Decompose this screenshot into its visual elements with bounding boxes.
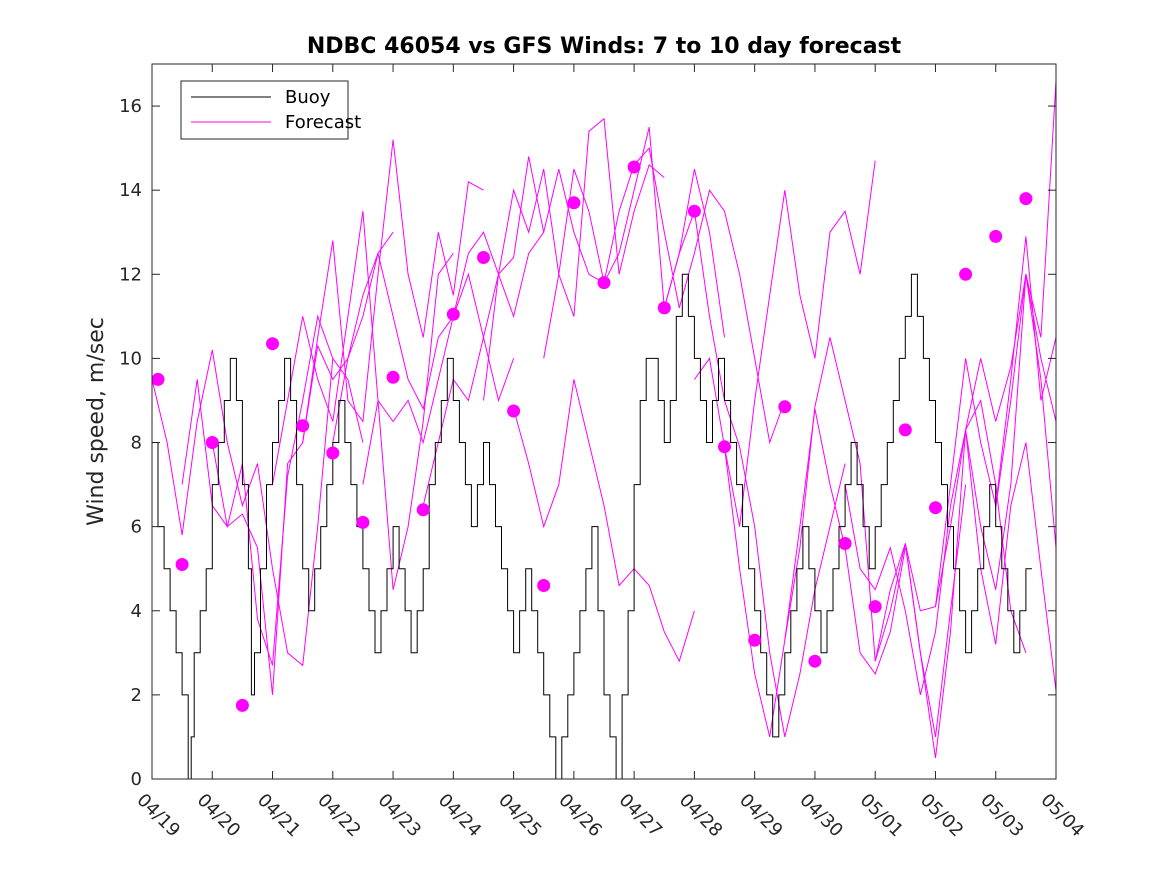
forecast-point (597, 276, 611, 290)
forecast-point (235, 698, 249, 712)
forecast-point (838, 537, 852, 550)
forecast-line-16 (844, 398, 1027, 696)
forecast-point (416, 503, 430, 517)
x-tick-label: 05/04 (1036, 790, 1088, 842)
forecast-point (1019, 192, 1033, 206)
forecast-line-3 (272, 211, 454, 590)
x-tick-label: 04/21 (253, 790, 305, 842)
forecast-point (959, 267, 973, 281)
y-tick-label: 2 (131, 685, 142, 706)
forecast-line-9 (513, 379, 695, 663)
y-tick-label: 10 (119, 348, 142, 369)
forecast-point (929, 501, 942, 515)
forecast-line-10 (543, 126, 725, 359)
forecast-point (718, 440, 731, 454)
forecast-point (567, 196, 581, 210)
legend-label: Buoy (285, 87, 331, 108)
y-axis-label: Wind speed, m/sec (84, 317, 109, 526)
legend: Buoy Forecast (180, 80, 361, 140)
forecast-point (808, 654, 822, 668)
forecast-point (205, 436, 219, 449)
x-tick-label: 04/27 (615, 790, 667, 842)
y-tick-label: 0 (131, 769, 142, 790)
x-tick-label: 05/03 (976, 790, 1028, 842)
x-tick-label: 04/25 (494, 790, 546, 842)
x-tick-label: 04/20 (193, 790, 245, 842)
forecast-point (778, 400, 792, 414)
x-tick-label: 04/22 (313, 790, 365, 842)
forecast-point (748, 633, 762, 647)
y-tick-label: 8 (131, 433, 142, 454)
forecast-line-8 (483, 117, 665, 401)
forecast-line-5 (332, 251, 515, 443)
x-tick-label: 05/02 (916, 790, 968, 842)
x-tick-label: 04/30 (795, 790, 847, 842)
forecast-point (477, 251, 490, 264)
forecast-line-2 (211, 231, 394, 695)
forecast-point (627, 160, 641, 174)
forecast-point (868, 600, 882, 614)
x-tick-label: 04/24 (434, 790, 486, 842)
forecast-line-18 (904, 274, 1057, 759)
forecast-line-1 (181, 314, 364, 666)
y-tick-label: 14 (119, 180, 142, 201)
forecast-point (898, 423, 912, 437)
buoy-line (152, 273, 1032, 780)
forecast-line-4 (302, 139, 484, 443)
x-tick-label: 04/26 (554, 790, 606, 842)
axes-box (151, 63, 1057, 780)
forecast-point (687, 204, 701, 218)
forecast-point (507, 404, 521, 418)
forecast-line-20 (965, 429, 1057, 691)
forecast-point (266, 337, 279, 351)
legend-label: Forecast (285, 112, 361, 133)
x-tick-label: 04/28 (675, 790, 727, 842)
x-tick-label: 04/23 (374, 790, 426, 842)
chart-title: NDBC 46054 vs GFS Winds: 7 to 10 day for… (307, 34, 902, 59)
forecast-point (386, 370, 400, 384)
forecast-line-13 (693, 160, 876, 527)
forecast-line-17 (874, 80, 1057, 662)
forecast-point (537, 579, 551, 592)
forecast-point (989, 229, 1003, 243)
x-tick-label: 05/01 (856, 790, 908, 842)
forecast-point (151, 372, 165, 386)
y-tick-label: 4 (131, 601, 142, 622)
forecast-point (296, 419, 310, 433)
legend-box (180, 80, 349, 140)
x-tick-label: 04/19 (132, 790, 184, 842)
plot-area (151, 80, 1057, 780)
y-tick-label: 6 (131, 517, 142, 538)
forecast-point (175, 558, 189, 571)
y-tick-label: 12 (119, 264, 142, 285)
forecast-line-21 (995, 274, 1057, 548)
x-tick-label: 04/29 (735, 790, 787, 842)
forecast-point (657, 301, 671, 315)
forecast-line-11 (603, 147, 786, 445)
forecast-point (356, 515, 370, 529)
y-tick-label: 16 (119, 96, 142, 117)
forecast-point (326, 446, 340, 460)
forecast-point (446, 307, 460, 321)
forecast-line-0 (151, 349, 334, 667)
